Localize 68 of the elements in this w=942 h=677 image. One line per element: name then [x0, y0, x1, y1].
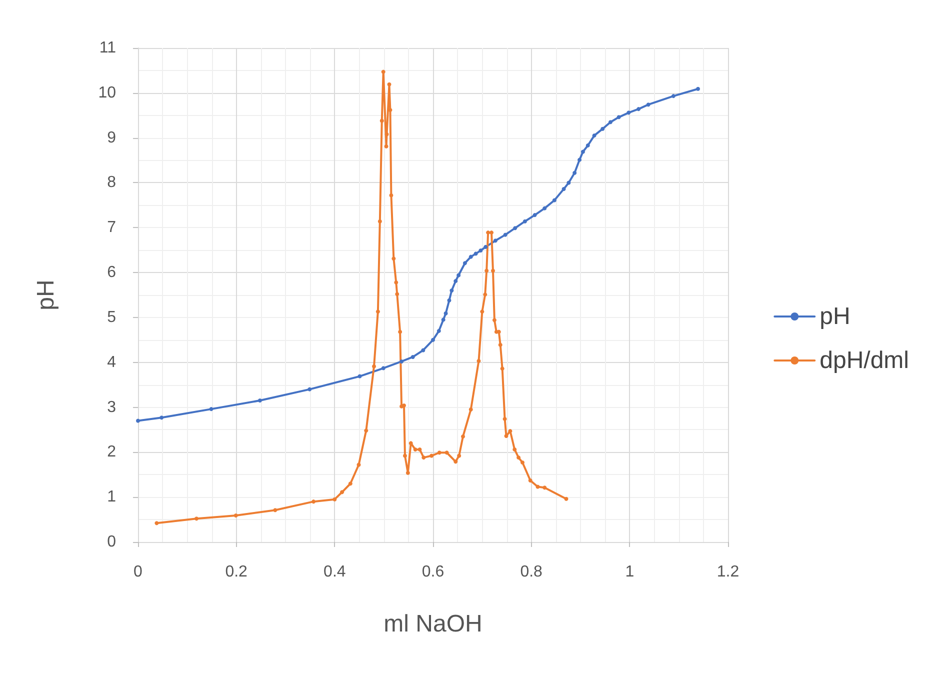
y-axis-title: pH — [32, 280, 60, 310]
point — [447, 298, 452, 302]
y-tick-label: 4 — [107, 354, 116, 371]
point — [484, 244, 488, 249]
point — [580, 150, 585, 154]
point — [358, 374, 362, 378]
point — [552, 198, 556, 202]
point — [636, 107, 641, 112]
y-tick-label: 7 — [107, 219, 116, 236]
point — [441, 318, 446, 322]
point — [566, 180, 571, 185]
point — [513, 226, 518, 230]
y-tick-label: 9 — [107, 129, 116, 146]
x-tick-label: 0.4 — [324, 564, 346, 580]
x-tick-label: 1.2 — [716, 564, 740, 580]
point — [578, 158, 582, 162]
y-tick-label: 1 — [107, 488, 116, 506]
point — [542, 206, 547, 210]
point — [136, 418, 140, 423]
point — [450, 288, 454, 293]
point — [592, 134, 596, 138]
point — [400, 359, 404, 364]
x-tick-label: 0.8 — [520, 564, 543, 580]
point — [381, 366, 386, 370]
point — [421, 348, 426, 352]
y-tick-label: 6 — [107, 264, 116, 282]
x-tick-label: 1 — [625, 564, 634, 580]
point — [258, 398, 262, 403]
point — [444, 311, 448, 316]
point — [474, 252, 478, 256]
point — [436, 328, 441, 333]
y-tick-label: 3 — [107, 398, 116, 416]
point — [608, 120, 612, 124]
point — [600, 126, 605, 131]
point — [671, 94, 676, 98]
point — [493, 238, 498, 243]
legend-label: dpH/dml — [820, 347, 910, 374]
point — [456, 273, 461, 278]
point — [478, 248, 483, 253]
x-tick-label: 0.2 — [225, 564, 248, 580]
point — [468, 254, 473, 259]
y-tick-label: 8 — [107, 174, 116, 192]
point — [410, 354, 415, 359]
x-tick-label: 0.6 — [422, 564, 444, 580]
point — [626, 110, 631, 115]
y-tick-label: 0 — [107, 534, 116, 550]
point — [586, 143, 590, 148]
point — [308, 387, 312, 392]
point — [209, 407, 214, 412]
point — [696, 86, 700, 91]
x-axis-title: ml NaOH — [384, 610, 482, 638]
point — [431, 338, 435, 342]
point — [562, 187, 566, 192]
y-tick-label: 5 — [107, 308, 116, 326]
y-tick-label: 10 — [98, 84, 116, 102]
point — [503, 232, 508, 237]
point — [572, 170, 577, 175]
point — [522, 219, 527, 224]
point — [160, 416, 164, 420]
point — [646, 102, 650, 107]
y-tick-label: 2 — [107, 444, 116, 461]
point — [462, 261, 467, 266]
x-tick-label: 0 — [134, 564, 143, 580]
point — [454, 279, 458, 284]
point — [532, 213, 537, 218]
point — [616, 115, 621, 120]
legend-label: pH — [820, 303, 850, 330]
y-tick-label: 11 — [99, 40, 116, 56]
